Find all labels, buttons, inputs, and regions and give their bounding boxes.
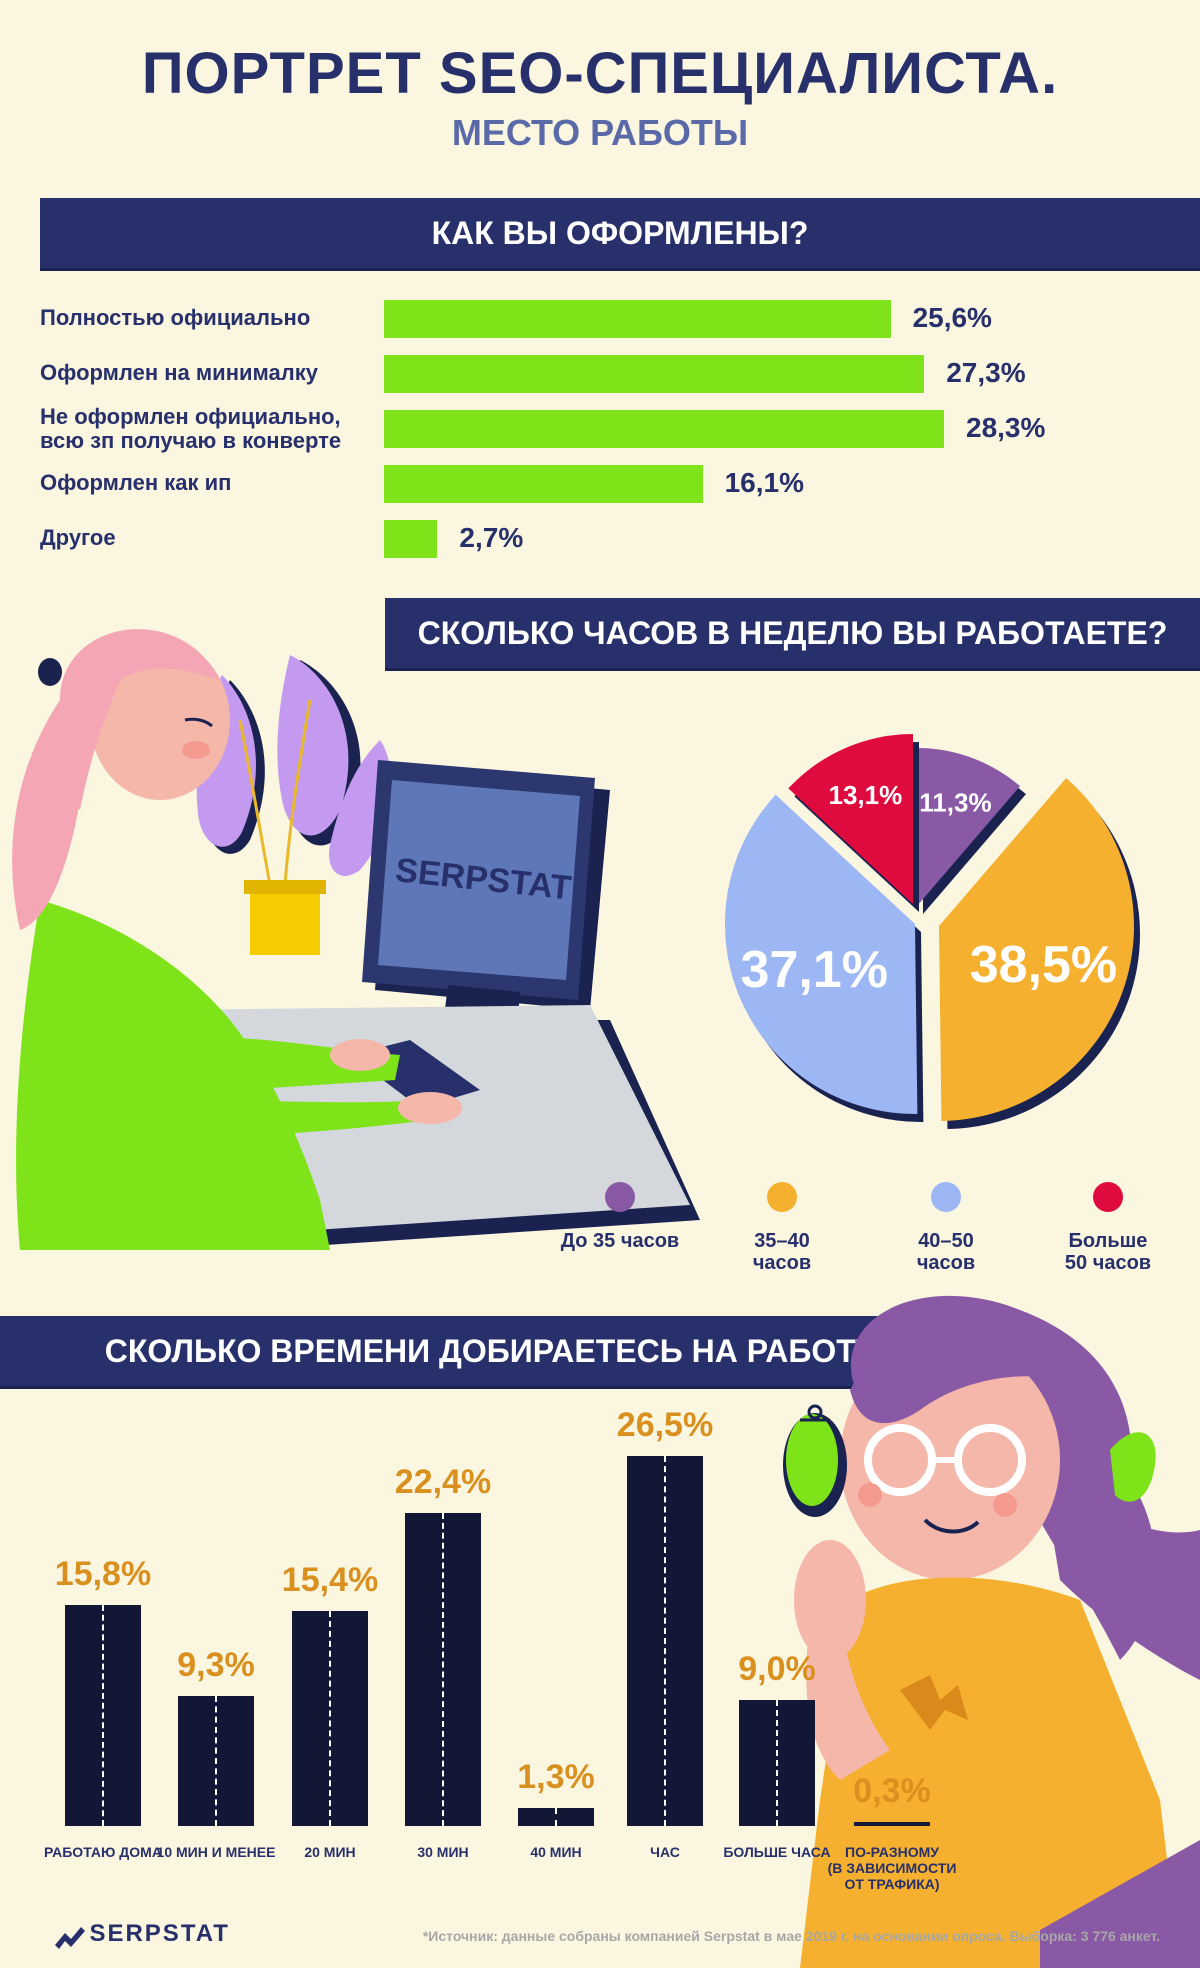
bar-category-line: 30 МИН (417, 1844, 469, 1860)
legend-label: 35–40 часов (712, 1230, 852, 1274)
bar-value-label: 16,1% (724, 467, 804, 498)
pie-slice (917, 748, 1020, 906)
bar-category-label: Не оформлен официально, всю зп получаю в … (40, 405, 380, 453)
bar-category-line: 40 МИН (530, 1844, 582, 1860)
bar-category-line: 10 МИН И МЕНЕЕ (156, 1844, 276, 1860)
page-subtitle: МЕСТО РАБОТЫ (451, 112, 749, 153)
bar-value-label: 9,3% (177, 1646, 255, 1685)
bar (739, 1700, 815, 1826)
bar-category-line: Оформлен как ип (40, 470, 232, 495)
legend-label: Больше 50 часов (1038, 1230, 1178, 1274)
bar-center-dash (555, 1807, 557, 1826)
bar (518, 1807, 594, 1826)
bar-value-label: 0,3% (853, 1771, 931, 1810)
bar-category-label: Оформлен на минималку (40, 361, 380, 385)
bar-category-label: БОЛЬШЕ ЧАСА (707, 1844, 847, 1860)
legend-label: 40–50 часов (876, 1230, 1016, 1274)
bar-category-label: ЧАС (595, 1844, 735, 1860)
bar-value-label: 26,5% (616, 1406, 714, 1444)
bar (627, 1456, 703, 1826)
bar (384, 465, 703, 503)
page-title: ПОРТРЕТ SEO-СПЕЦИАЛИСТА. (141, 41, 1059, 106)
pie-slice (939, 778, 1134, 1121)
bar-category-line: ПО-РАЗНОМУ (845, 1844, 939, 1860)
bar-value-label: 15,4% (281, 1560, 379, 1599)
pie-value-label: 38,5% (970, 936, 1117, 994)
bar-center-dash (776, 1700, 778, 1826)
bar-category-line: Не оформлен официально, (40, 404, 341, 429)
bar-value-label: 22,4% (394, 1463, 492, 1502)
bar-category-label: 30 МИН (373, 1844, 513, 1860)
bar-category-label: РАБОТАЮ ДОМА (33, 1844, 173, 1860)
bar-value-label: 2,7% (459, 522, 524, 553)
pie-slice (788, 734, 913, 904)
bar (65, 1605, 141, 1826)
bar-category-line: Оформлен на минималку (40, 360, 318, 385)
section-employment-header: КАК ВЫ ОФОРМЛЕНЫ? (40, 198, 1200, 268)
pie-slice (724, 794, 918, 1114)
bar-category-line: 20 МИН (304, 1844, 356, 1860)
bar (384, 520, 438, 558)
legend-dot (1093, 1182, 1123, 1212)
bar (384, 410, 944, 448)
legend-label: До 35 часов (550, 1230, 690, 1252)
bar-center-dash (215, 1696, 217, 1826)
bar-value-label: 25,6% (912, 302, 992, 333)
legend-label-line: До 35 часов (560, 1230, 680, 1252)
bar-category-label: Полностью официально (40, 306, 380, 330)
legend-dot (931, 1182, 961, 1212)
footer-logo: SERPSTAT (55, 1920, 230, 1949)
bar-category-line: (В ЗАВИСИМОСТИ (827, 1860, 957, 1876)
legend-label-line: Больше (1068, 1230, 1148, 1252)
pie-value-label: 11,3% (919, 787, 991, 817)
bar-category-line: ЧАС (650, 1844, 680, 1860)
bar-value-label: 15,8% (54, 1555, 152, 1594)
serpstat-logo-icon (55, 1926, 85, 1949)
hours-pie-chart: 11,3% 38,5% 37,1% 13,1% (724, 734, 1140, 1129)
bar-category-line: всю зп получаю в конверте (40, 428, 342, 453)
bar-category-line: БОЛЬШЕ ЧАСА (723, 1844, 831, 1860)
footer-source: *Источник: данные собраны компанией Serp… (422, 1928, 1160, 1944)
bar-value-label: 9,0% (738, 1650, 816, 1689)
legend-label-line: 35–40 (754, 1230, 810, 1252)
bar-value-label: 27,3% (946, 357, 1026, 388)
footer-logo-text: SERPSTAT (89, 1920, 230, 1947)
bar (384, 355, 925, 393)
legend-label-line: 40–50 (918, 1230, 974, 1252)
legend-label-line: 50 часов (1064, 1252, 1152, 1274)
legend-dot (767, 1182, 797, 1212)
section-hours-header: СКОЛЬКО ЧАСОВ В НЕДЕЛЮ ВЫ РАБОТАЕТЕ? (385, 598, 1200, 668)
bar-center-dash (664, 1456, 666, 1826)
pie-value-label: 37,1% (741, 941, 888, 999)
bar-category-label: ПО-РАЗНОМУ (В ЗАВИСИМОСТИ ОТ ТРАФИКА) (822, 1844, 962, 1892)
bar-value-label: 28,3% (966, 412, 1046, 443)
legend-dot (605, 1182, 635, 1212)
bar (384, 300, 891, 338)
pie-value-label: 13,1% (829, 780, 903, 810)
bar-category-line: ОТ ТРАФИКА) (844, 1876, 940, 1892)
bar-category-label: Другое (40, 526, 380, 550)
woman-with-stopwatch-illustration (783, 1295, 1200, 1968)
bar-category-label: 10 МИН И МЕНЕЕ (146, 1844, 286, 1860)
bar-center-dash (329, 1610, 331, 1826)
bar-center-dash (442, 1513, 444, 1826)
woman-at-computer-illustration: SERPSTAT (12, 629, 700, 1250)
legend-label-line: часов (752, 1252, 812, 1274)
bar (292, 1610, 368, 1826)
section-commute-header: СКОЛЬКО ВРЕМЕНИ ДОБИРАЕТЕСЬ НА РАБОТУ? (0, 1316, 1000, 1386)
bar (405, 1513, 481, 1826)
legend-label-line: часов (916, 1252, 976, 1274)
bar-category-label: 40 МИН (486, 1844, 626, 1860)
bar-category-line: РАБОТАЮ ДОМА (44, 1844, 162, 1860)
bar-value-label: 1,3% (517, 1757, 595, 1796)
bar-category-line: Полностью официально (40, 305, 311, 330)
bar (854, 1821, 930, 1826)
bar-category-line: Другое (40, 525, 116, 550)
bar-center-dash (102, 1605, 104, 1826)
bar-category-label: Оформлен как ип (40, 471, 380, 495)
bar-category-label: 20 МИН (260, 1844, 400, 1860)
bar (178, 1696, 254, 1826)
